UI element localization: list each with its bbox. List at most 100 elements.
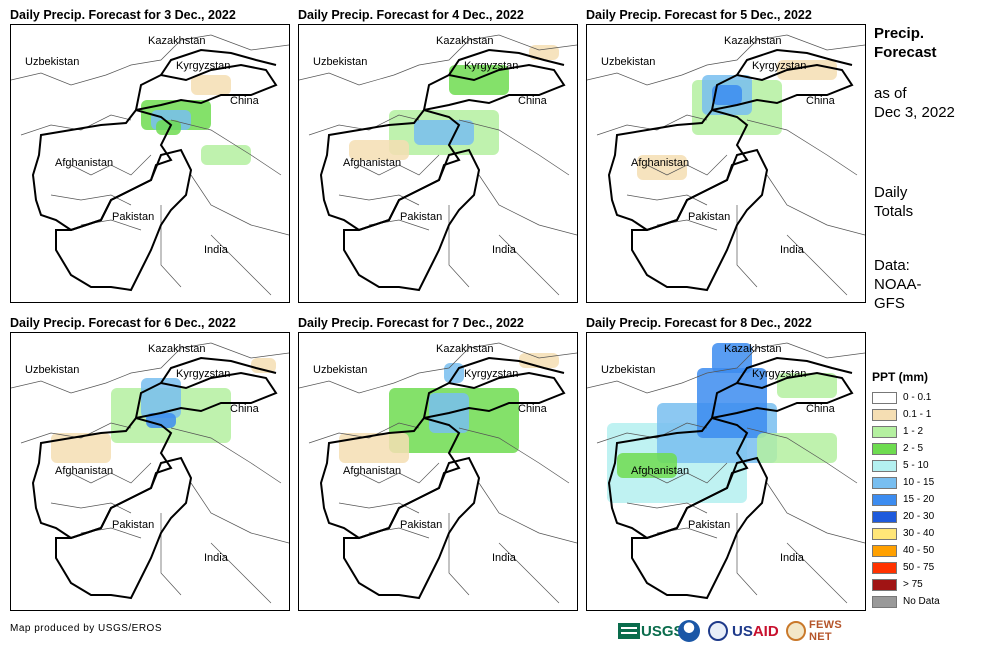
admin-boundary (498, 234, 560, 296)
admin-boundary (498, 34, 577, 51)
label-uzbekistan: Uzbekistan (25, 56, 80, 68)
country-outline (710, 371, 854, 420)
legend-swatch (872, 510, 897, 523)
totals-line2: Totals (874, 203, 914, 220)
legend-item: 2 - 5 (872, 440, 972, 457)
label-india: India (780, 552, 804, 564)
admin-boundary (338, 194, 420, 206)
noaa-logo-icon (678, 620, 700, 642)
label-pakistan: Pakistan (400, 519, 443, 531)
data-line3: GFS (874, 295, 905, 312)
legend-item: 0.1 - 1 (872, 406, 972, 423)
legend-item: 15 - 20 (872, 491, 972, 508)
forecast-panel-2: Daily Precip. Forecast for 4 Dec., 2022 … (298, 8, 578, 304)
country-outline (631, 148, 769, 292)
admin-boundary (587, 342, 788, 394)
country-outline (55, 456, 193, 600)
as-of-date: as of Dec 3, 2022 (874, 84, 955, 122)
admin-boundary (11, 342, 212, 394)
panel-title: Daily Precip. Forecast for 6 Dec., 2022 (10, 316, 236, 330)
forecast-map: Kazakhstan Uzbekistan Kyrgyzstan China Afgha… (298, 24, 578, 303)
country-outline (710, 63, 854, 112)
legend-label: 30 - 40 (903, 528, 935, 539)
country-outline (448, 48, 565, 76)
legend-title: PPT (mm) (872, 370, 929, 384)
admin-boundary (70, 154, 152, 176)
legend-swatch (872, 561, 897, 574)
label-kyrgyzstan: Kyrgyzstan (176, 60, 231, 72)
legend-item: 50 - 75 (872, 559, 972, 576)
legend-swatch (872, 425, 897, 438)
map-credit: Map produced by USGS/EROS (10, 623, 163, 634)
label-kyrgyzstan: Kyrgyzstan (464, 368, 519, 380)
fews-seal-icon (786, 621, 806, 641)
legend-label: 0 - 0.1 (903, 392, 932, 403)
legend-label: 50 - 75 (903, 562, 935, 573)
label-india: India (492, 244, 516, 256)
label-pakistan: Pakistan (688, 211, 731, 223)
legend-label: 1 - 2 (903, 426, 924, 437)
partner-logos: USGS US AID FEWS NET (618, 617, 863, 645)
label-china: China (806, 403, 835, 415)
precip-area (712, 343, 752, 373)
label-pakistan: Pakistan (688, 519, 731, 531)
label-kyrgyzstan: Kyrgyzstan (752, 368, 807, 380)
precip-area (757, 433, 837, 463)
map-canvas (299, 342, 577, 604)
label-kyrgyzstan: Kyrgyzstan (464, 60, 519, 72)
admin-boundary (587, 34, 788, 86)
admin-boundary (170, 119, 282, 176)
usaid-logo-suffix: AID (752, 622, 779, 640)
usaid-logo: US AID (732, 617, 779, 645)
label-uzbekistan: Uzbekistan (601, 56, 656, 68)
admin-boundary (190, 174, 289, 236)
legend-swatch (872, 459, 897, 472)
label-china: China (230, 95, 259, 107)
map-canvas (11, 34, 289, 296)
label-kazakhstan: Kazakhstan (724, 35, 782, 47)
country-outline (631, 456, 769, 600)
legend-label: 5 - 10 (903, 460, 929, 471)
precip-legend: PPT (mm) 0 - 0.1 0.1 - 1 1 - 2 2 - 5 5 - 10 1… (872, 370, 972, 610)
country-outline (134, 371, 278, 420)
label-kazakhstan: Kazakhstan (148, 35, 206, 47)
label-afghanistan: Afghanistan (343, 465, 402, 477)
precip-area (349, 140, 409, 160)
country-outline (422, 63, 566, 112)
admin-boundary (736, 205, 758, 288)
admin-boundary (596, 422, 708, 444)
legend-item: 0 - 0.1 (872, 389, 972, 406)
legend-label: 40 - 50 (903, 545, 935, 556)
admin-boundary (11, 34, 212, 86)
panel-title: Daily Precip. Forecast for 4 Dec., 2022 (298, 8, 524, 22)
precip-area (156, 120, 181, 135)
admin-boundary (190, 482, 289, 544)
legend-label: 15 - 20 (903, 494, 935, 505)
panel-title: Daily Precip. Forecast for 7 Dec., 2022 (298, 316, 524, 330)
admin-boundary (358, 462, 440, 484)
admin-boundary (308, 422, 420, 444)
label-kyrgyzstan: Kyrgyzstan (176, 368, 231, 380)
legend-rows: 0 - 0.1 0.1 - 1 1 - 2 2 - 5 5 - 10 10 - 15 15 … (872, 389, 972, 610)
admin-boundary (170, 427, 282, 484)
label-india: India (780, 244, 804, 256)
label-afghanistan: Afghanistan (343, 157, 402, 169)
usgs-logo-text: USGS (641, 622, 684, 640)
admin-boundary (478, 174, 577, 236)
label-uzbekistan: Uzbekistan (601, 364, 656, 376)
panel-title: Daily Precip. Forecast for 3 Dec., 2022 (10, 8, 236, 22)
admin-boundary (458, 427, 570, 484)
label-afghanistan: Afghanistan (631, 465, 690, 477)
admin-boundary (338, 502, 420, 514)
legend-item: 5 - 10 (872, 457, 972, 474)
admin-boundary (160, 205, 182, 288)
usgs-wave-icon (618, 623, 640, 639)
admin-boundary (646, 462, 728, 484)
admin-boundary (358, 154, 440, 176)
label-pakistan: Pakistan (112, 211, 155, 223)
legend-item: 20 - 30 (872, 508, 972, 525)
forecast-map: Kazakhstan Uzbekistan Kyrgyzstan China Afgha… (586, 332, 866, 611)
usaid-logo-prefix: US (732, 622, 753, 640)
usaid-seal-icon (708, 621, 728, 641)
admin-boundary (20, 114, 132, 136)
